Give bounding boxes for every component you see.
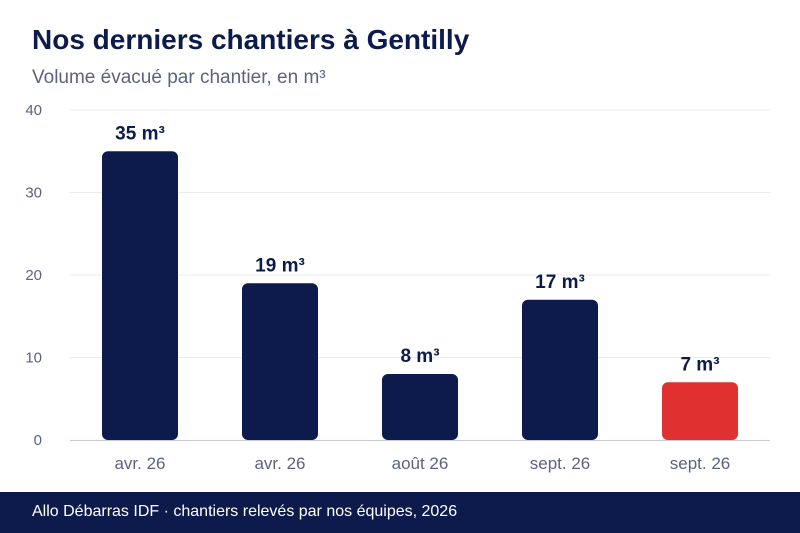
y-tick-label: 40 xyxy=(25,102,42,119)
bar-chart: 0 10 20 30 40 35 m³ avr. 26 19 m³ avr. 26 8 m³ aoû… xyxy=(25,102,770,473)
x-tick-label: août 26 xyxy=(392,454,449,473)
bar xyxy=(102,151,178,440)
bar-value-label: 17 m³ xyxy=(535,272,585,293)
bar xyxy=(382,374,458,440)
bar-highlighted xyxy=(662,382,738,440)
y-tick-label: 0 xyxy=(34,432,42,449)
bar-value-label: 19 m³ xyxy=(255,255,305,276)
bar-value-label: 7 m³ xyxy=(680,354,719,375)
y-tick-label: 20 xyxy=(25,267,42,284)
bar-value-label: 8 m³ xyxy=(400,346,439,367)
footer-bar: Allo Débarras IDF · chantiers relevés pa… xyxy=(0,492,800,533)
bar xyxy=(522,299,598,440)
footer-source-text: Allo Débarras IDF · chantiers relevés pa… xyxy=(32,503,458,520)
bar-value-label: 35 m³ xyxy=(115,123,165,144)
chart-subtitle: Volume évacué par chantier, en m³ xyxy=(32,67,326,88)
x-tick-label: sept. 26 xyxy=(670,454,731,473)
x-tick-label: sept. 26 xyxy=(530,454,591,473)
chart-title: Nos derniers chantiers à Gentilly xyxy=(32,24,470,55)
x-tick-label: avr. 26 xyxy=(114,454,165,473)
y-tick-label: 30 xyxy=(25,185,42,202)
y-tick-label: 10 xyxy=(25,350,42,367)
x-tick-label: avr. 26 xyxy=(254,454,305,473)
bar xyxy=(242,283,318,440)
